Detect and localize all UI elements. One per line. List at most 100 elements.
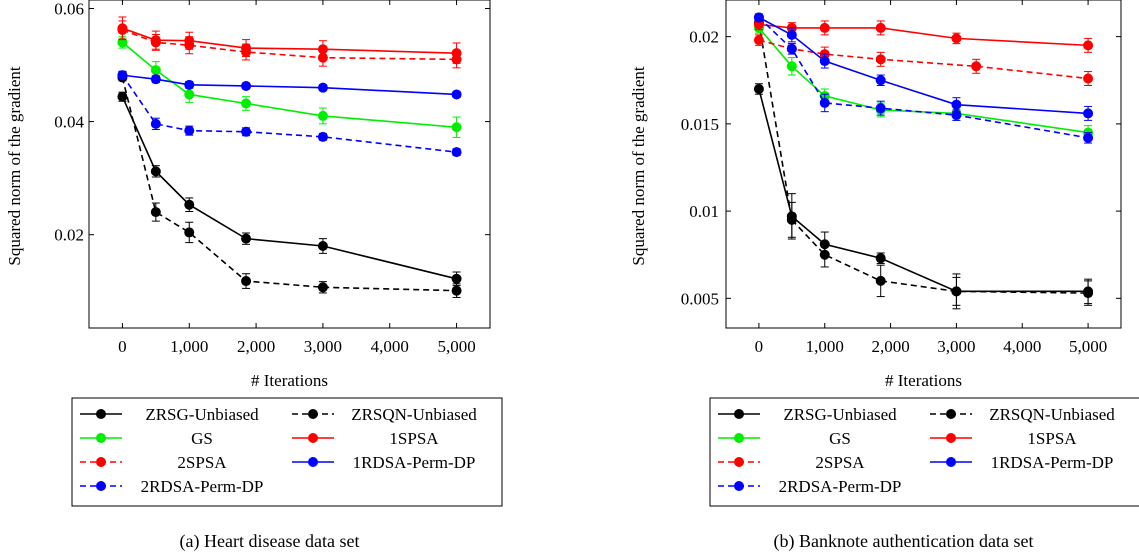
x-tick-label: 5,000 — [1069, 337, 1107, 356]
data-point — [786, 61, 797, 72]
series-1SPSA — [117, 16, 462, 64]
legend-swatch-marker — [96, 457, 106, 467]
data-point — [184, 227, 195, 238]
data-point — [875, 75, 886, 86]
data-point — [150, 207, 161, 218]
series-line — [121, 96, 457, 280]
data-point — [184, 89, 195, 100]
data-point — [117, 70, 128, 81]
data-point — [819, 22, 830, 33]
y-tick-label: 0.015 — [681, 115, 719, 134]
series-line — [758, 16, 1089, 115]
data-point — [317, 52, 328, 63]
legend-swatch-marker — [946, 433, 956, 443]
data-point — [451, 285, 462, 296]
x-tick-label: 3,000 — [304, 337, 342, 356]
y-tick-label: 0.02 — [54, 226, 84, 245]
series-line — [758, 88, 1089, 293]
data-point — [317, 82, 328, 93]
legend-swatch-marker — [734, 409, 744, 419]
x-tick-label: 1,000 — [170, 337, 208, 356]
data-point — [451, 54, 462, 65]
series-1SPSA — [753, 18, 1094, 53]
legend-label: ZRSG-Unbiased — [783, 405, 897, 424]
data-point — [786, 43, 797, 54]
x-tick-label: 5,000 — [437, 337, 475, 356]
legend-label: GS — [191, 429, 213, 448]
data-point — [819, 97, 830, 108]
series-line — [758, 27, 1089, 134]
data-point — [150, 74, 161, 85]
legend-label: ZRSG-Unbiased — [145, 405, 259, 424]
legend: ZRSG-Unbiased ZRSQN-Unbiased GS 1SPSA 2SPSA 1… — [709, 397, 1139, 507]
data-point — [184, 79, 195, 90]
legend-swatch-marker — [946, 409, 956, 419]
data-point — [951, 99, 962, 110]
legend-swatch-marker — [734, 481, 744, 491]
x-tick-label: 0 — [755, 337, 764, 356]
data-point — [317, 241, 328, 251]
data-point — [875, 253, 886, 264]
y-axis-label: Squared norm of the gradient — [5, 66, 24, 265]
x-axis-label: # Iterations — [885, 371, 962, 390]
y-axis-label: Squared norm of the gradient — [629, 66, 648, 265]
data-point — [875, 103, 886, 114]
data-point — [1083, 108, 1094, 119]
data-point — [786, 29, 797, 40]
plot-frame — [725, 0, 1122, 329]
data-point — [819, 56, 830, 67]
x-tick-label: 3,000 — [937, 337, 975, 356]
y-tick-label: 0.02 — [689, 28, 719, 47]
series-line — [122, 74, 457, 96]
data-point — [241, 47, 252, 58]
data-point — [786, 214, 797, 225]
data-point — [184, 125, 195, 136]
data-point — [1083, 40, 1094, 51]
x-tick-label: 4,000 — [1003, 337, 1041, 356]
data-point — [1083, 132, 1094, 143]
legend-label: 1SPSA — [1027, 429, 1077, 448]
series-line — [758, 22, 1089, 294]
data-point — [1083, 288, 1094, 299]
series-line — [122, 27, 457, 54]
chart-panel-1: 0 1,000 2,000 3,000 4,000 5,000 0.005 0.01 0.015… — [629, 0, 1139, 552]
data-point — [241, 80, 252, 91]
legend-swatch-marker — [96, 481, 106, 491]
series-line — [122, 29, 457, 61]
data-point — [753, 12, 764, 23]
series-2RDSA-Perm-DP — [117, 70, 462, 158]
data-point — [150, 37, 161, 48]
data-point — [753, 83, 764, 94]
legend-label: 1RDSA-Perm-DP — [991, 453, 1114, 472]
plot-area — [753, 12, 1094, 310]
legend-swatch-marker — [308, 409, 318, 419]
data-point — [150, 118, 161, 129]
data-point — [117, 91, 128, 102]
data-point — [317, 282, 328, 293]
series-line — [758, 39, 1089, 80]
plot-frame — [88, 0, 491, 329]
legend-label: 1RDSA-Perm-DP — [353, 453, 476, 472]
y-tick-label: 0.04 — [54, 113, 84, 132]
series-1RDSA-Perm-DP — [117, 70, 462, 100]
legend-swatch-marker — [96, 409, 106, 419]
legend-label: 1SPSA — [389, 429, 439, 448]
data-point — [117, 24, 128, 35]
data-point — [875, 22, 886, 33]
legend-label: 2RDSA-Perm-DP — [779, 477, 902, 496]
x-tick-label: 1,000 — [806, 337, 844, 356]
legend-swatch-marker — [308, 457, 318, 467]
data-point — [150, 166, 161, 177]
data-point — [971, 61, 982, 72]
data-point — [184, 40, 195, 51]
data-point — [819, 249, 830, 260]
series-line — [758, 16, 1089, 139]
series-2RDSA-Perm-DP — [753, 12, 1094, 144]
y-tick-label: 0.06 — [54, 0, 84, 18]
series-line — [121, 74, 457, 153]
legend-box — [709, 397, 1139, 507]
plot-area — [117, 16, 462, 298]
data-point — [451, 147, 462, 158]
x-tick-label: 2,000 — [237, 337, 275, 356]
